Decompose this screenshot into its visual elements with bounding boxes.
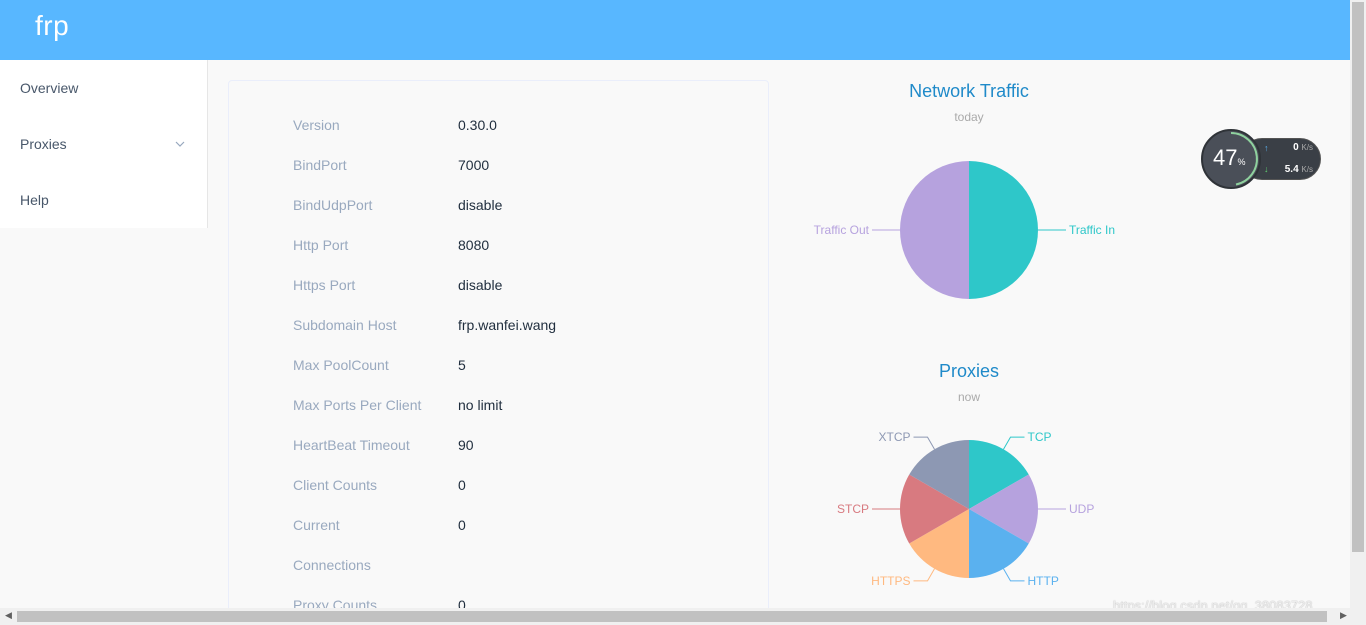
- chevron-down-icon: [175, 116, 185, 172]
- info-value: 8080: [458, 237, 490, 253]
- info-key: HeartBeat Timeout: [293, 437, 410, 453]
- info-value: 5: [458, 357, 466, 373]
- info-key: Connections: [293, 557, 371, 573]
- proxies-chart-title: Proxies: [938, 361, 1000, 381]
- info-value: 0: [458, 517, 466, 533]
- scroll-left-icon[interactable]: ◀: [5, 610, 12, 620]
- pie-slice-traffic-out[interactable]: [900, 161, 969, 299]
- info-key: Https Port: [293, 277, 356, 293]
- top-header: frp: [0, 0, 1350, 60]
- horizontal-scrollbar-thumb[interactable]: [17, 611, 1327, 622]
- horizontal-scrollbar[interactable]: ◀ ▶: [0, 608, 1366, 625]
- pie-slice-tcp[interactable]: [969, 440, 1029, 509]
- usage-percent-value: 47: [1213, 145, 1238, 170]
- traffic-chart-subtitle: today: [954, 110, 984, 124]
- gauge-arc: [1230, 132, 1258, 186]
- usage-gauge: [1201, 129, 1261, 189]
- sidebar-item-overview[interactable]: Overview: [0, 60, 207, 116]
- pie-label: TCP: [1028, 430, 1052, 444]
- info-key: Version: [293, 117, 340, 133]
- sidebar-item-help[interactable]: Help: [0, 172, 207, 228]
- upload-speed: 0 K/s: [1293, 142, 1313, 153]
- info-key: Max PoolCount: [293, 357, 389, 373]
- info-key: Http Port: [293, 237, 349, 253]
- info-key: Subdomain Host: [293, 317, 397, 333]
- download-arrow-icon: ↓: [1264, 164, 1269, 174]
- sidebar-item-proxies[interactable]: Proxies: [0, 116, 207, 172]
- pie-label-line: [913, 568, 935, 582]
- net-speed-widget[interactable]: 47% ↑ 0 K/s ↓ 5.4 K/s: [1201, 129, 1321, 189]
- info-key: Client Counts: [293, 477, 378, 493]
- traffic-pie-chart: Traffic In Traffic Out: [814, 161, 1115, 299]
- download-speed-unit: K/s: [1301, 165, 1313, 174]
- sidebar-item-label: Overview: [20, 80, 79, 96]
- info-key: Current: [293, 517, 340, 533]
- server-info-panel: Version 0.30.0 BindPort 7000 BindUdpPort di…: [228, 80, 769, 620]
- usage-percent-unit: %: [1237, 157, 1246, 167]
- pie-label: HTTPS: [871, 574, 910, 588]
- upload-speed-value: 0: [1293, 142, 1299, 153]
- info-value: no limit: [458, 397, 503, 413]
- app-logo[interactable]: frp: [35, 10, 70, 41]
- pie-slice-https[interactable]: [909, 509, 969, 578]
- pie-slice-udp[interactable]: [969, 474, 1038, 544]
- sidebar-item-label: Help: [20, 192, 49, 208]
- info-value: 0.30.0: [458, 117, 497, 133]
- pie-label-line: [1003, 568, 1025, 582]
- pie-slice-traffic-in[interactable]: [969, 161, 1038, 299]
- pie-label-line: [913, 436, 935, 450]
- pie-label: UDP: [1069, 502, 1094, 516]
- scroll-right-icon[interactable]: ▶: [1340, 610, 1347, 620]
- vertical-scrollbar-thumb[interactable]: [1352, 2, 1364, 552]
- sidebar-item-label: Proxies: [20, 136, 67, 152]
- pie-label: HTTP: [1028, 574, 1059, 588]
- proxies-chart-subtitle: now: [957, 390, 980, 404]
- pie-label: XTCP: [878, 430, 910, 444]
- sidebar-menu: Overview Proxies Help: [0, 60, 208, 228]
- pie-slice-xtcp[interactable]: [909, 440, 969, 509]
- info-value: 0: [458, 477, 466, 493]
- vertical-scrollbar[interactable]: [1350, 0, 1366, 608]
- info-value: disable: [458, 277, 503, 293]
- upload-speed-unit: K/s: [1301, 143, 1313, 152]
- pie-label: Traffic In: [1069, 223, 1115, 237]
- proxies-pie-chart: TCP UDP HTTP HTTPS STCP XTCP: [837, 430, 1094, 588]
- pie-label: Traffic Out: [814, 223, 870, 237]
- download-speed: 5.4 K/s: [1285, 164, 1313, 175]
- pie-slice-http[interactable]: [969, 509, 1029, 578]
- info-value: 90: [458, 437, 474, 453]
- upload-arrow-icon: ↑: [1264, 143, 1269, 153]
- info-value: 0: [458, 597, 466, 613]
- info-key: Max Ports Per Client: [293, 397, 422, 413]
- usage-percent: 47%: [1213, 145, 1246, 171]
- download-speed-value: 5.4: [1284, 164, 1299, 175]
- info-key: BindUdpPort: [293, 197, 373, 213]
- info-key: BindPort: [293, 157, 347, 173]
- pie-label-line: [1003, 436, 1025, 450]
- info-value: 7000: [458, 157, 490, 173]
- pie-slice-stcp[interactable]: [900, 474, 969, 544]
- pie-label: STCP: [837, 502, 869, 516]
- info-value: disable: [458, 197, 503, 213]
- traffic-chart-title: Network Traffic: [909, 81, 1029, 101]
- info-value: frp.wanfei.wang: [458, 317, 557, 333]
